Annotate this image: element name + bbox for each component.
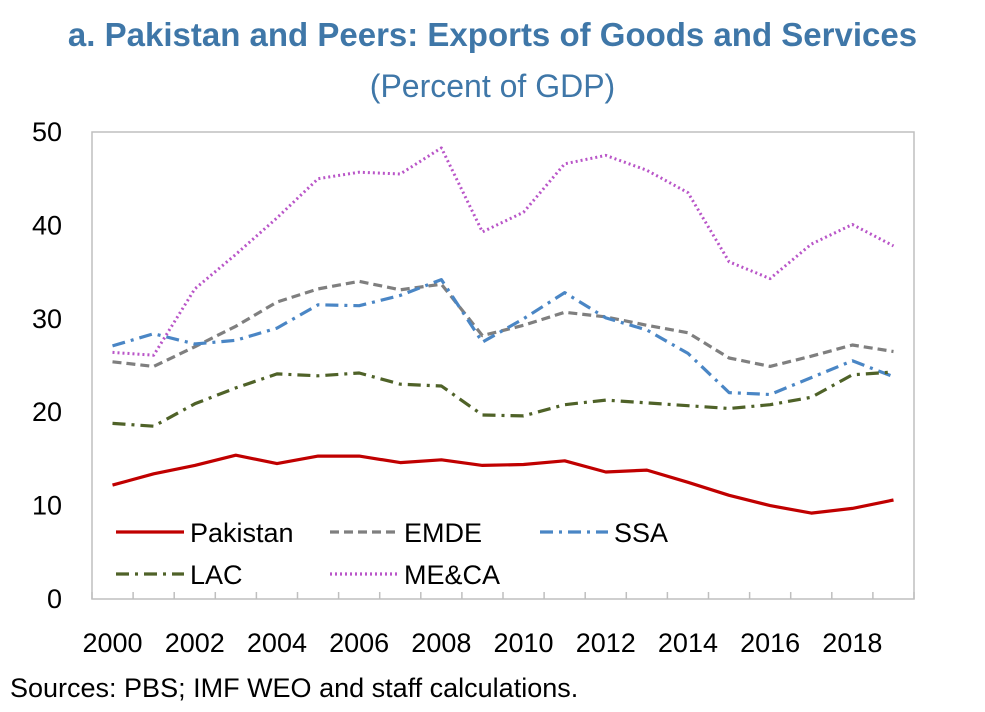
x-tick-label: 2012 bbox=[576, 628, 636, 658]
source-note: Sources: PBS; IMF WEO and staff calculat… bbox=[10, 673, 579, 703]
x-tick-label: 2006 bbox=[329, 628, 389, 658]
x-tick-label: 2004 bbox=[247, 628, 307, 658]
y-tick-label: 10 bbox=[32, 491, 62, 521]
y-tick-label: 20 bbox=[32, 397, 62, 427]
x-tick-label: 2010 bbox=[494, 628, 554, 658]
y-tick-label: 30 bbox=[32, 304, 62, 334]
chart-subtitle: (Percent of GDP) bbox=[369, 68, 616, 104]
legend-label-me-ca: ME&CA bbox=[404, 560, 500, 590]
y-tick-label: 40 bbox=[32, 210, 62, 240]
series-line-ssa bbox=[112, 278, 895, 397]
x-tick-label: 2016 bbox=[740, 628, 800, 658]
legend-label-pakistan: Pakistan bbox=[190, 518, 294, 548]
y-tick-label: 50 bbox=[32, 117, 62, 147]
series-line-me-ca bbox=[112, 146, 895, 357]
chart-title: a. Pakistan and Peers: Exports of Goods … bbox=[67, 16, 918, 53]
x-tick-label: 2008 bbox=[411, 628, 471, 658]
x-tick-label: 2014 bbox=[658, 628, 718, 658]
legend: Pakistan EMDE SSA LAC ME&CA bbox=[116, 518, 668, 590]
series-line-emde bbox=[112, 279, 894, 368]
series-line-lac bbox=[112, 370, 894, 428]
legend-label-emde: EMDE bbox=[404, 518, 482, 548]
series-line-pakistan bbox=[112, 453, 894, 515]
legend-label-lac: LAC bbox=[190, 560, 243, 590]
x-tick-label: 2002 bbox=[165, 628, 225, 658]
x-tick-label: 2018 bbox=[822, 628, 882, 658]
legend-label-ssa: SSA bbox=[614, 518, 668, 548]
x-tick-label: 2000 bbox=[83, 628, 143, 658]
y-tick-label: 0 bbox=[47, 584, 62, 614]
